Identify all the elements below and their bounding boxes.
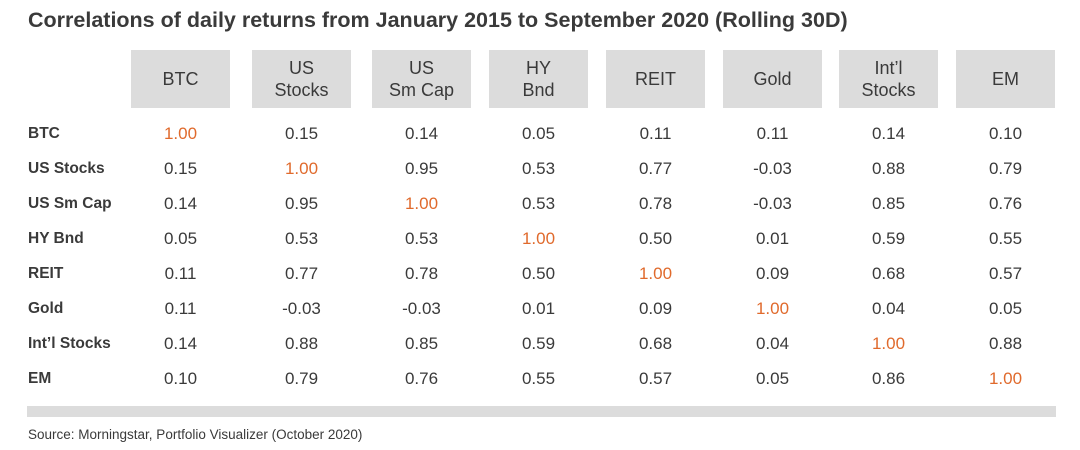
table-cell: 0.11 xyxy=(639,124,672,143)
table-cell: 0.68 xyxy=(871,264,906,283)
table-cell: -0.03 xyxy=(753,159,792,178)
diagonal-cell: 1.00 xyxy=(284,159,319,178)
diagonal-cell: 1.00 xyxy=(755,299,790,318)
table-cell: 0.50 xyxy=(521,264,556,283)
row-label-btc: BTC xyxy=(28,125,60,142)
table-cell: 0.77 xyxy=(284,264,319,283)
diagonal-cell: 1.00 xyxy=(988,369,1023,388)
column-header-us-stocks: US Stocks xyxy=(252,50,351,108)
table-cell: 0.01 xyxy=(755,229,790,248)
table-cell: 0.05 xyxy=(163,229,198,248)
table-cell: 0.85 xyxy=(404,334,439,353)
row-label-us-stocks: US Stocks xyxy=(28,160,105,177)
table-cell: 0.50 xyxy=(638,229,673,248)
table-cell: 0.15 xyxy=(163,159,198,178)
table-cell: 0.53 xyxy=(521,194,556,213)
table-cell: 0.11 xyxy=(756,124,789,143)
table-cell: 0.79 xyxy=(988,159,1023,178)
table-cell: 0.53 xyxy=(521,159,556,178)
table-cell: 0.95 xyxy=(284,194,319,213)
diagonal-cell: 1.00 xyxy=(404,194,439,213)
table-cell: 0.55 xyxy=(521,369,556,388)
column-header-hy-bnd: HY Bnd xyxy=(489,50,588,108)
column-header-btc: BTC xyxy=(131,50,230,108)
table-cell: 0.85 xyxy=(871,194,906,213)
table-cell: 0.55 xyxy=(988,229,1023,248)
diagonal-cell: 1.00 xyxy=(521,229,556,248)
table-cell: 0.57 xyxy=(988,264,1023,283)
column-header-int-l-stocks: Int’l Stocks xyxy=(839,50,938,108)
chart-title: Correlations of daily returns from Janua… xyxy=(28,8,848,32)
table-cell: 0.14 xyxy=(404,124,439,143)
table-cell: 0.76 xyxy=(988,194,1023,213)
table-cell: 0.05 xyxy=(755,369,790,388)
table-cell: 0.01 xyxy=(521,299,556,318)
table-cell: 0.15 xyxy=(284,124,319,143)
table-cell: 0.57 xyxy=(638,369,673,388)
table-cell: -0.03 xyxy=(753,194,792,213)
table-cell: 0.10 xyxy=(163,369,198,388)
table-cell: 0.11 xyxy=(164,264,197,283)
table-cell: 0.09 xyxy=(755,264,790,283)
table-cell: 0.86 xyxy=(871,369,906,388)
table-cell: 0.10 xyxy=(988,124,1023,143)
column-header-reit: REIT xyxy=(606,50,705,108)
table-cell: 0.14 xyxy=(871,124,906,143)
table-cell: 0.14 xyxy=(163,334,198,353)
table-cell: 0.59 xyxy=(521,334,556,353)
table-cell: 0.53 xyxy=(404,229,439,248)
table-cell: 0.04 xyxy=(871,299,906,318)
column-header-gold: Gold xyxy=(723,50,822,108)
table-cell: 0.09 xyxy=(638,299,673,318)
table-cell: 0.88 xyxy=(284,334,319,353)
row-label-gold: Gold xyxy=(28,300,64,317)
table-cell: 0.78 xyxy=(638,194,673,213)
table-cell: 0.05 xyxy=(988,299,1023,318)
table-cell: 0.76 xyxy=(404,369,439,388)
column-header-us-sm-cap: US Sm Cap xyxy=(372,50,471,108)
row-label-us-sm-cap: US Sm Cap xyxy=(28,195,112,212)
table-cell: 0.88 xyxy=(988,334,1023,353)
row-label-reit: REIT xyxy=(28,265,64,282)
row-label-hy-bnd: HY Bnd xyxy=(28,230,84,247)
table-cell: 0.95 xyxy=(404,159,439,178)
table-cell: 0.78 xyxy=(404,264,439,283)
table-cell: 0.59 xyxy=(871,229,906,248)
diagonal-cell: 1.00 xyxy=(638,264,673,283)
table-cell: 0.88 xyxy=(871,159,906,178)
table-cell: 0.68 xyxy=(638,334,673,353)
source-note: Source: Morningstar, Portfolio Visualize… xyxy=(28,427,363,442)
table-cell: 0.53 xyxy=(284,229,319,248)
row-label-em: EM xyxy=(28,370,52,387)
table-cell: 0.04 xyxy=(755,334,790,353)
table-cell: 0.05 xyxy=(521,124,556,143)
column-header-em: EM xyxy=(956,50,1055,108)
diagonal-cell: 1.00 xyxy=(163,124,198,143)
table-cell: -0.03 xyxy=(282,299,321,318)
table-cell: 0.11 xyxy=(164,299,197,318)
diagonal-cell: 1.00 xyxy=(871,334,906,353)
table-cell: 0.79 xyxy=(284,369,319,388)
table-bottom-bar xyxy=(27,406,1056,417)
table-cell: 0.77 xyxy=(638,159,673,178)
table-cell: -0.03 xyxy=(402,299,441,318)
table-cell: 0.14 xyxy=(163,194,198,213)
row-label-int-l-stocks: Int’l Stocks xyxy=(28,335,111,352)
